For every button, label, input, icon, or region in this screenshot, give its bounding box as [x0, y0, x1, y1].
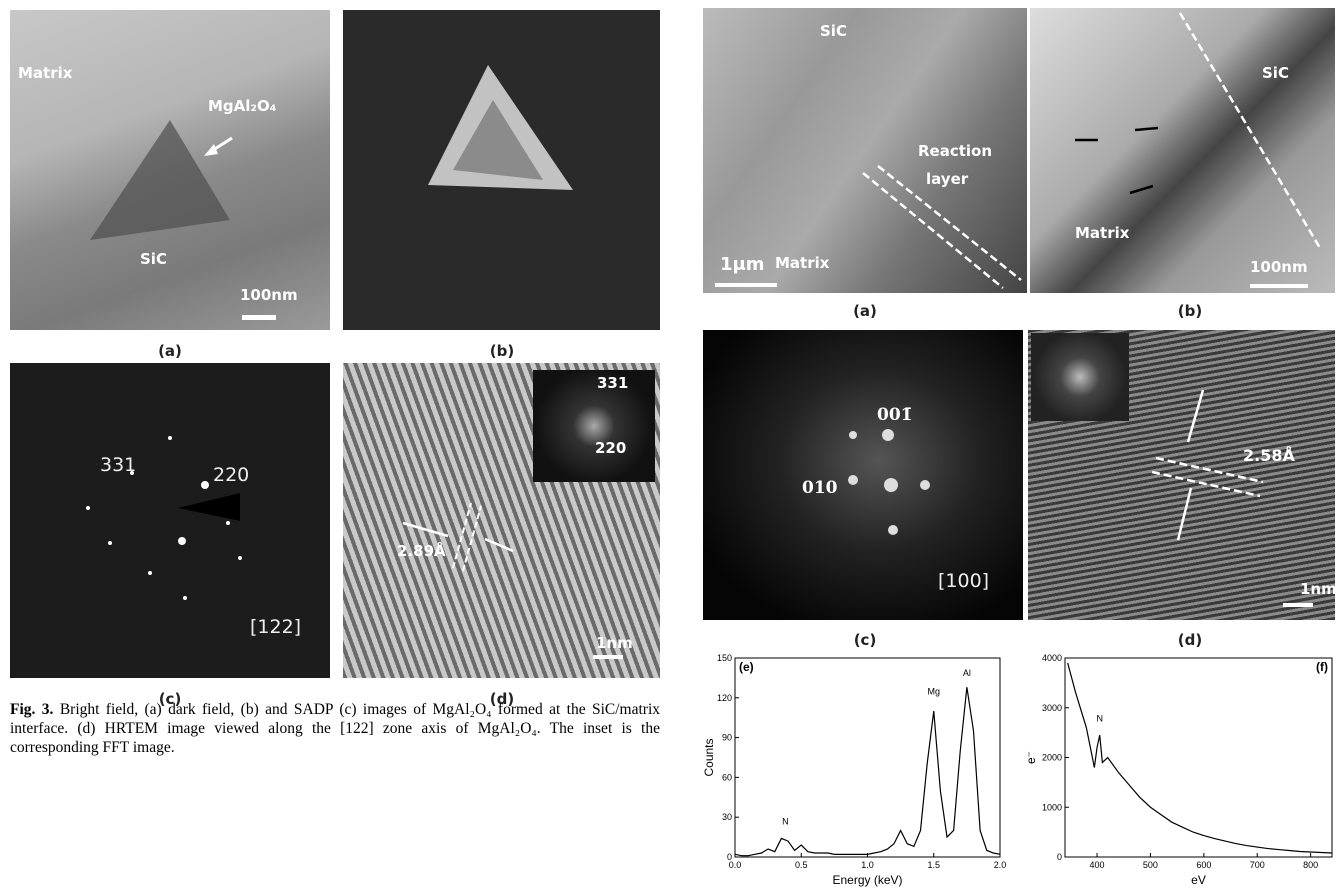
plot-frame	[1065, 658, 1332, 857]
panel-label: (d)	[1178, 631, 1202, 649]
label: [100]	[938, 570, 989, 592]
page: Matrix MgAl₂O₄ SiC 100nm (a) (b) 331 220…	[0, 0, 1342, 892]
panel-label: (c)	[854, 631, 877, 649]
label: 220	[595, 439, 626, 457]
y-tick-label: 0	[1057, 852, 1062, 862]
label: MgAl₂O₄	[208, 97, 276, 115]
panel-label: (a)	[158, 342, 182, 360]
label: 220	[213, 464, 249, 486]
y-axis-label: Counts	[702, 738, 716, 776]
x-axis-label: Energy (keV)	[832, 873, 902, 887]
scale-label: 1nm	[1300, 580, 1337, 598]
y-tick-label: 0	[727, 852, 732, 862]
y-axis-label: e⁻	[1024, 751, 1038, 764]
panel-label: (a)	[853, 302, 877, 320]
y-tick-label: 90	[722, 733, 732, 743]
peak-label: N	[1096, 714, 1103, 724]
scale-label: 100nm	[1250, 258, 1308, 276]
tem-image	[1030, 8, 1335, 293]
y-tick-label: 120	[717, 693, 732, 703]
overlay	[10, 10, 330, 330]
label: SiC	[140, 250, 167, 268]
y-tick-label: 150	[717, 653, 732, 663]
label: Reaction	[918, 142, 992, 160]
x-tick-label: 500	[1143, 860, 1158, 870]
x-tick-label: 1.0	[861, 860, 874, 870]
x-tick-label: 400	[1090, 860, 1105, 870]
hrtem-image	[1028, 330, 1335, 620]
label: 2.58Å	[1243, 446, 1295, 465]
label: Matrix	[775, 254, 829, 272]
spectrum-line	[1068, 663, 1332, 853]
spectrum-line	[735, 687, 1000, 855]
scale-label: 1μm	[720, 254, 765, 275]
label: 2.89Å	[397, 542, 446, 560]
y-tick-label: 3000	[1042, 703, 1062, 713]
eels-spectrum: 400 500 600 700 800 0 1000 2000 3000 4000 eV e⁻ (f) N	[1020, 650, 1342, 892]
x-tick-label: 2.0	[994, 860, 1007, 870]
caption-lead: Fig. 3.	[10, 701, 53, 718]
x-tick-label: 600	[1196, 860, 1211, 870]
label: 001̄	[877, 405, 913, 425]
label: 331	[100, 454, 136, 476]
label: Matrix	[1075, 224, 1129, 242]
panel-label: (e)	[739, 660, 754, 674]
overlay	[1030, 8, 1335, 293]
peak-label: Al	[963, 668, 971, 678]
label: SiC	[1262, 64, 1289, 82]
caption: Fig. 3. Bright field, (a) dark field, (b…	[10, 700, 660, 757]
y-tick-label: 4000	[1042, 653, 1062, 663]
label: layer	[926, 170, 968, 188]
panel-label: (b)	[1178, 302, 1202, 320]
overlay	[343, 10, 660, 330]
x-axis-label: eV	[1191, 873, 1206, 887]
scale-label: 1nm	[596, 634, 633, 652]
scale-label: 100nm	[240, 286, 298, 304]
panel-label: (b)	[490, 342, 514, 360]
label: Matrix	[18, 64, 72, 82]
bright-field-image	[10, 10, 330, 330]
y-tick-label: 60	[722, 772, 732, 782]
dark-field-image	[343, 10, 660, 330]
y-tick-label: 30	[722, 812, 732, 822]
label: 010	[802, 478, 838, 498]
caption-text: Bright field, (a) dark field, (b) and SA…	[10, 701, 660, 756]
peak-label: N	[782, 816, 789, 826]
y-tick-label: 1000	[1042, 802, 1062, 812]
hrtem-image	[343, 363, 660, 678]
x-tick-label: 800	[1303, 860, 1318, 870]
label: SiC	[820, 22, 847, 40]
label: [122]	[250, 616, 301, 638]
label: 331	[597, 374, 628, 392]
x-tick-label: 700	[1250, 860, 1265, 870]
x-tick-label: 1.5	[927, 860, 940, 870]
panel-label: (f)	[1316, 660, 1328, 674]
overlay	[1028, 330, 1335, 620]
overlay	[343, 363, 660, 678]
x-tick-label: 0.5	[795, 860, 808, 870]
y-tick-label: 2000	[1042, 753, 1062, 763]
peak-label: Mg	[927, 686, 940, 696]
